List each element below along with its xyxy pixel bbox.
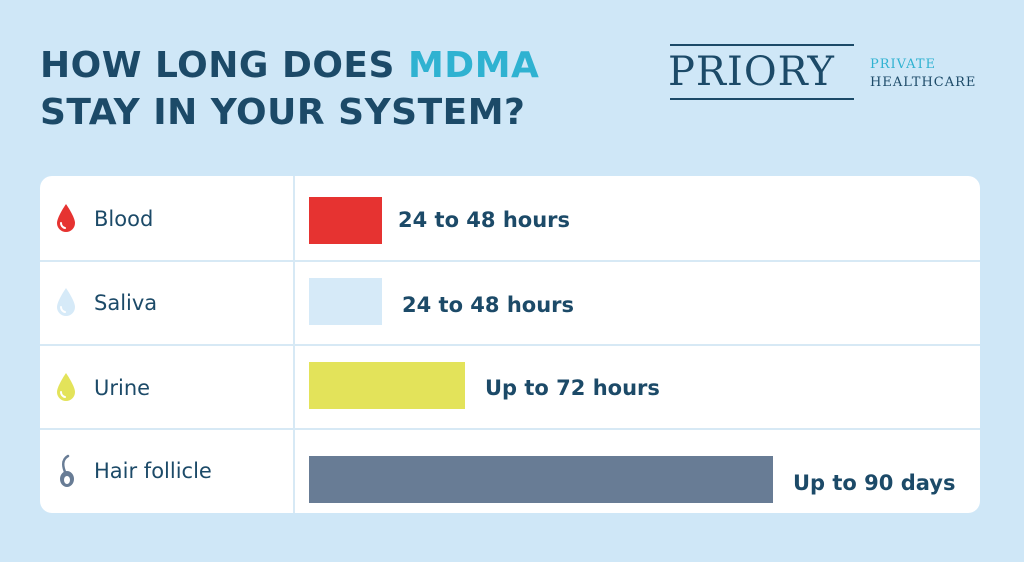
title-line-1: HOW LONG DOES MDMA	[40, 42, 539, 89]
saliva-drop-icon	[57, 288, 75, 316]
hair-follicle-icon	[60, 454, 74, 487]
chart-row-hair-follicle: Hair follicle Up to 90 days	[40, 429, 980, 513]
title-highlight: MDMA	[407, 45, 540, 86]
data-label: 24 to 48 hours	[398, 208, 571, 232]
chart-card: Blood 24 to 48 hours Saliva 24 to 48 hou…	[40, 176, 980, 513]
category-label: Hair follicle	[94, 459, 212, 483]
title-line-2: STAY IN YOUR SYSTEM?	[40, 92, 526, 133]
bar-hair-follicle	[309, 456, 773, 503]
row-divider	[40, 344, 980, 346]
logo-wordmark: PRIORY	[668, 49, 835, 95]
bar-saliva	[309, 278, 382, 325]
data-label: Up to 72 hours	[485, 376, 660, 400]
row-divider	[40, 428, 980, 430]
data-label: Up to 90 days	[793, 471, 956, 495]
page-title: HOW LONG DOES MDMA STAY IN YOUR SYSTEM?	[40, 42, 539, 136]
logo-private: PRIVATE	[870, 57, 937, 72]
category-label: Saliva	[94, 291, 158, 315]
chart-row-blood: Blood 24 to 48 hours	[40, 176, 980, 261]
blood-drop-icon	[57, 204, 75, 232]
logo-rule-top	[670, 44, 854, 46]
data-label: 24 to 48 hours	[402, 293, 575, 317]
chart-row-saliva: Saliva 24 to 48 hours	[40, 261, 980, 345]
bar-blood	[309, 197, 382, 244]
priory-logo: PRIORY PRIVATE HEALTHCARE	[668, 44, 980, 102]
category-label: Blood	[94, 207, 154, 231]
title-text-1: HOW LONG DOES	[40, 45, 408, 86]
logo-rule-bottom	[670, 98, 854, 100]
row-divider	[40, 260, 980, 262]
category-label: Urine	[94, 376, 151, 400]
chart-row-urine: Urine Up to 72 hours	[40, 345, 980, 429]
logo-healthcare: HEALTHCARE	[870, 75, 977, 90]
urine-drop-icon	[57, 373, 75, 401]
bar-urine	[309, 362, 465, 409]
